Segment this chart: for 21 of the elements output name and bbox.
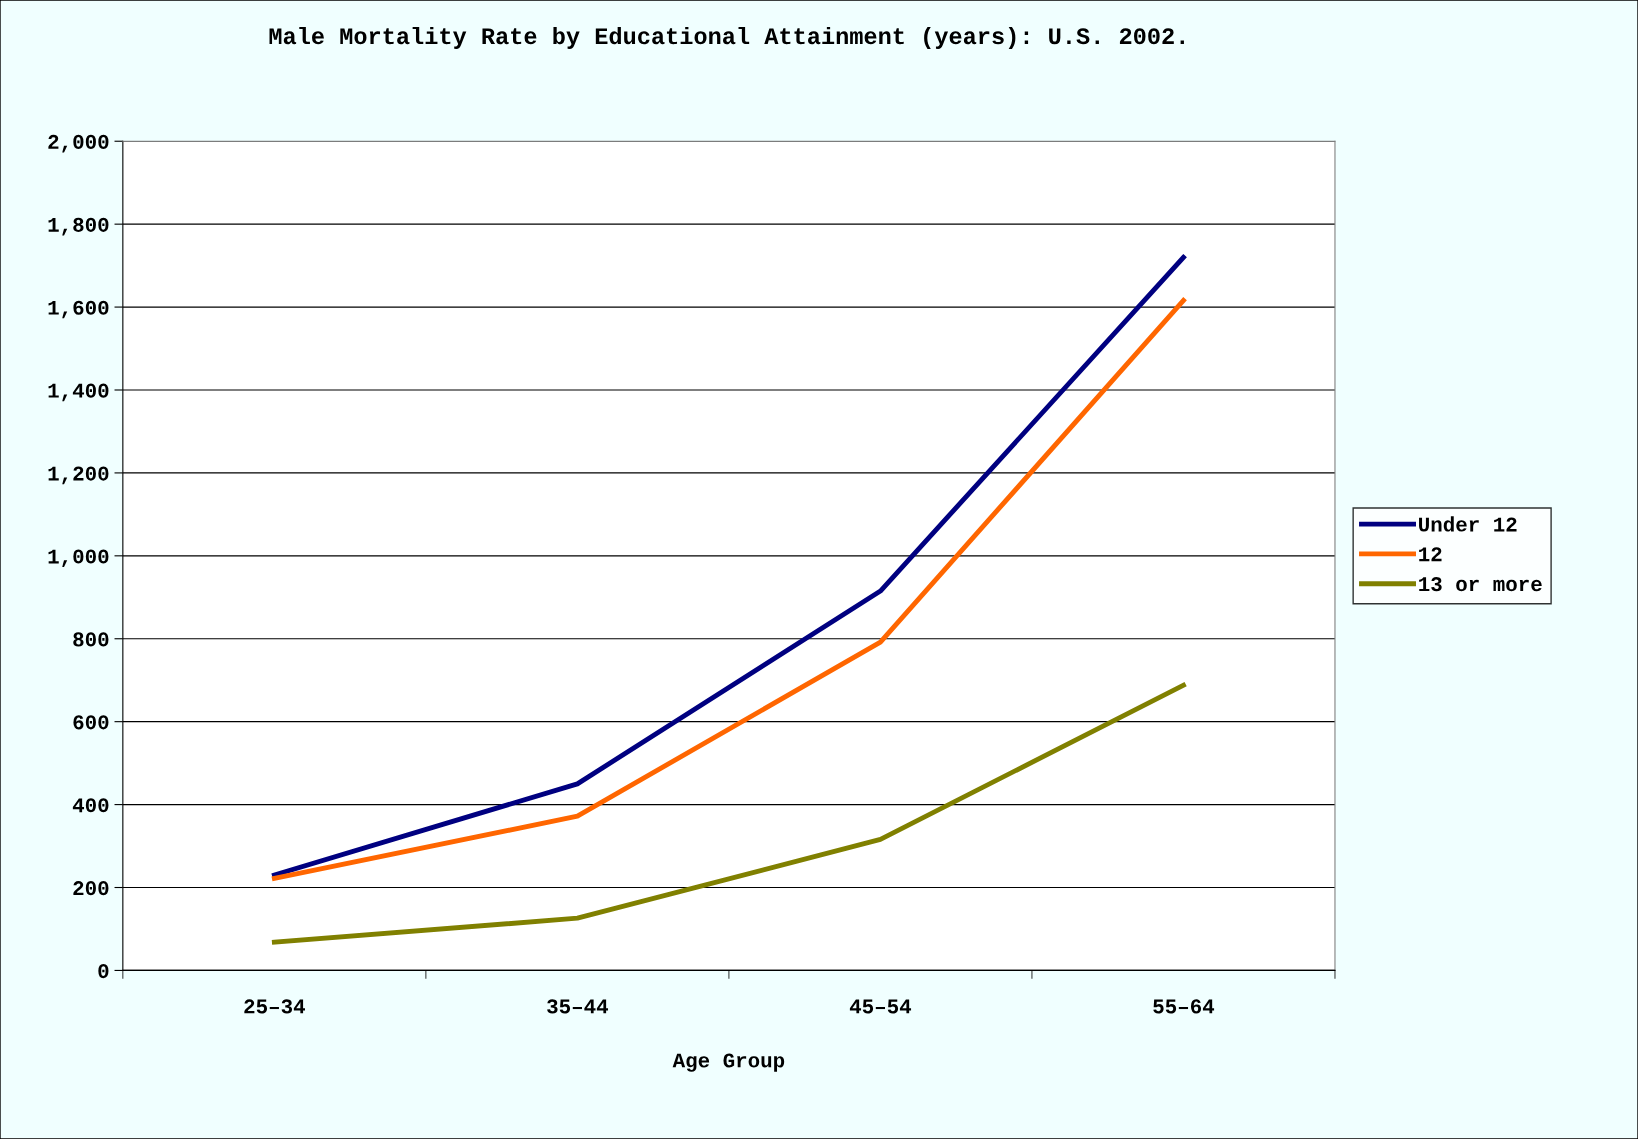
y-tick-label: 800 — [73, 632, 109, 647]
y-tick-label: 200 — [73, 881, 109, 896]
chart-title: Male Mortality Rate by Educational Attainment (years): U.S. 2002. — [269, 26, 1184, 49]
y-tick-label: 600 — [73, 715, 109, 730]
y-tick-label: 1,000 — [48, 549, 109, 568]
legend-label: 12 — [1419, 547, 1442, 562]
legend-label: 13 or more — [1419, 577, 1542, 592]
line-series — [271, 682, 1186, 945]
legend-label: Under 12 — [1419, 516, 1517, 532]
y-tick-label: 400 — [72, 798, 109, 813]
y-tick-label: 2,000 — [48, 134, 109, 153]
y-tick-label: 1,200 — [48, 466, 109, 485]
x-tick-label: 45–54 — [849, 999, 912, 1014]
y-tick-label: 1,600 — [48, 300, 109, 319]
y-tick-label: 0 — [98, 964, 109, 979]
x-axis-title: Age Group — [672, 1053, 785, 1072]
y-tick-label: 1,400 — [48, 383, 109, 402]
x-tick-label: 25–34 — [244, 999, 305, 1014]
x-tick-label: 35–44 — [547, 999, 609, 1014]
x-tick-label: 55–64 — [1153, 999, 1215, 1014]
y-tick-label: 1,800 — [48, 217, 109, 236]
